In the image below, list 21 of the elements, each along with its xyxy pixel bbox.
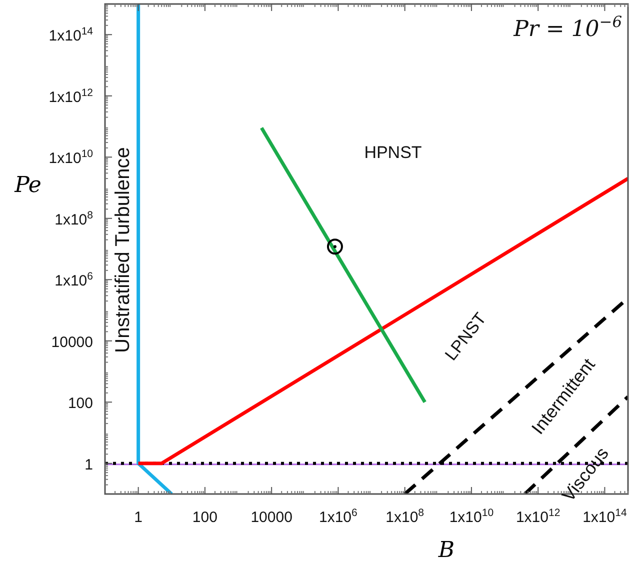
x-axis-title: B: [437, 538, 455, 563]
y-tick-label: 1x10$^{6}$: [54, 270, 94, 290]
annotation: Unstratified Turbulence: [112, 147, 134, 353]
x-tick-label: 1x10$^{12}$: [516, 507, 560, 526]
x-tick-label: 100: [192, 509, 218, 526]
x-tick-label: 1x10$^{10}$: [449, 507, 494, 526]
y-tick-label: 1x10$^{8}$: [54, 209, 94, 228]
y-tick-label: 10000: [51, 334, 93, 351]
y-tick-label: 1: [84, 456, 93, 474]
x-tick-label: 1: [134, 509, 142, 526]
annotation: Pr = 10$^{−6}$: [512, 13, 622, 42]
x-tick-label: 1x10$^{8}$: [386, 507, 424, 526]
x-tick-label: 1x10$^{6}$: [319, 507, 358, 526]
annotation: HPNST: [364, 143, 422, 162]
y-tick-label: 1x10$^{14}$: [48, 26, 94, 45]
x-tick-label: 1x10$^{14}$: [582, 507, 627, 526]
y-axis-title: Pe: [14, 173, 42, 198]
y-tick-label: 1x10$^{12}$: [48, 86, 94, 106]
y-tick-label: 100: [68, 395, 93, 412]
y-tick-label: 1x10$^{10}$: [48, 148, 94, 168]
x-tick-label: 10000: [250, 509, 292, 526]
